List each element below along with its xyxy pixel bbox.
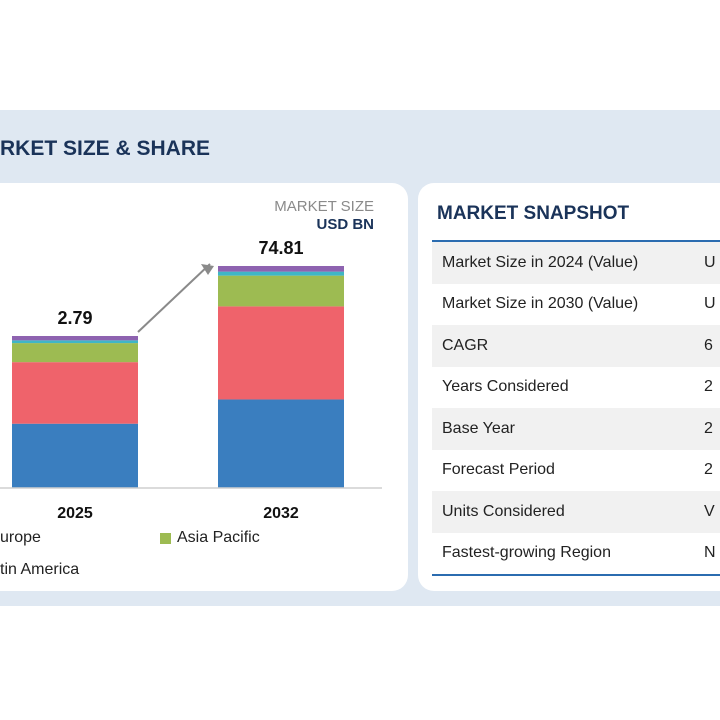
legend-item-europe: urope: [0, 529, 41, 547]
bar-segment-middle-east-africa-2025: [12, 340, 138, 344]
section-title: RKET SIZE & SHARE: [0, 137, 211, 160]
bar-total-label-2032: 74.81: [258, 238, 303, 258]
bar-segment-middle-east-africa-2032: [218, 271, 344, 276]
bar-segment-north-america-2032: [218, 399, 344, 488]
snapshot-row: Market Size in 2024 (Value) U: [432, 242, 720, 284]
snapshot-row: CAGR 6: [432, 325, 720, 367]
legend-swatch-asia-pacific: [160, 532, 171, 544]
bar-segment-north-america-2025: [12, 423, 138, 488]
bar-segment-latin-america-2025: [12, 336, 138, 341]
snapshot-row-value: V: [704, 502, 715, 520]
bar-total-label-2025: 2.79: [57, 308, 92, 328]
unit-label: MARKET SIZE: [274, 198, 374, 215]
snapshot-row-value: N: [704, 544, 716, 562]
snapshot-row-label: Market Size in 2030 (Value): [442, 295, 639, 313]
snapshot-row: Units Considered V: [432, 491, 720, 533]
snapshot-row-label: Market Size in 2024 (Value): [442, 253, 639, 271]
snapshot-row-value: 2: [704, 378, 713, 396]
legend-label-europe: urope: [0, 529, 41, 546]
growth-arrow-head: [201, 264, 214, 275]
x-tick-label-2025: 2025: [57, 505, 93, 522]
snapshot-row: Fastest-growing Region N: [432, 533, 720, 575]
snapshot-row: Forecast Period 2: [432, 450, 720, 492]
legend-label-latin-america: tin America: [0, 561, 80, 578]
snapshot-table: Market Size in 2024 (Value) U Market Size …: [432, 240, 720, 576]
growth-arrow-line: [137, 263, 211, 333]
x-tick-label-2032: 2032: [263, 505, 299, 522]
snapshot-row-value: 6: [704, 336, 713, 354]
snapshot-row: Base Year 2: [432, 408, 720, 450]
bar-segment-asia-pacific-2032: [218, 275, 344, 307]
snapshot-card: MARKET SNAPSHOT Market Size in 2024 (Val…: [418, 183, 720, 591]
chart-card: 2.79 2025 74.81 2032 MARKET SIZE USD BN urope…: [0, 183, 408, 591]
snapshot-row-value: 2: [704, 461, 713, 479]
snapshot-row: Years Considered 2: [432, 367, 720, 409]
snapshot-title: MARKET SNAPSHOT: [437, 203, 630, 224]
bar-segment-europe-2025: [12, 362, 138, 424]
snapshot-row: Market Size in 2030 (Value) U: [432, 284, 720, 326]
bar-segment-asia-pacific-2025: [12, 343, 138, 363]
legend-label-asia-pacific: Asia Pacific: [177, 529, 260, 546]
snapshot-row-label: Years Considered: [442, 378, 569, 396]
snapshot-row-value: U: [704, 253, 716, 271]
legend-item-latin-america: tin America: [0, 561, 79, 579]
unit-value: USD BN: [316, 216, 374, 233]
snapshot-row-label: Base Year: [442, 419, 515, 437]
snapshot-row-label: Fastest-growing Region: [442, 544, 611, 562]
bar-segment-europe-2032: [218, 306, 344, 400]
snapshot-row-label: Forecast Period: [442, 461, 555, 479]
snapshot-row-label: CAGR: [442, 336, 489, 354]
snapshot-row-label: Units Considered: [442, 502, 565, 520]
legend-item-asia-pacific: Asia Pacific: [160, 529, 260, 547]
bar-segment-latin-america-2032: [218, 266, 344, 272]
snapshot-row-value: U: [704, 295, 716, 313]
snapshot-row-value: 2: [704, 419, 713, 437]
